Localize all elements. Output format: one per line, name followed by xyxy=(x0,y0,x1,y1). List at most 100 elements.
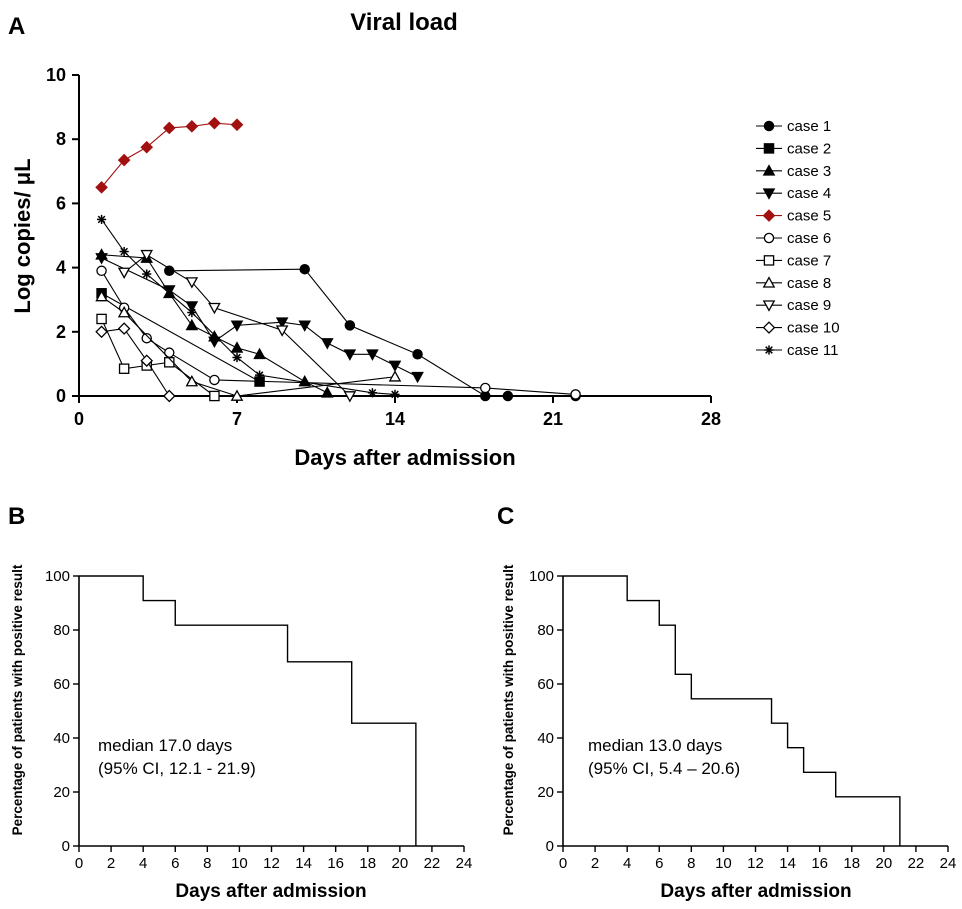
panel-b-x-tick-label: 12 xyxy=(263,855,280,872)
data-point xyxy=(343,391,357,403)
data-point xyxy=(185,318,199,331)
panel-c-curve xyxy=(563,575,901,846)
data-point xyxy=(320,338,334,350)
panel-a-x-tick-label: 28 xyxy=(701,409,721,429)
panel-a-y-tick-label: 10 xyxy=(46,65,66,85)
panel-b-y-tick-label: 60 xyxy=(53,676,70,693)
data-point xyxy=(298,320,312,332)
panel-a-y-tick-label: 4 xyxy=(56,258,66,278)
legend-marker xyxy=(763,120,775,132)
panel-c-x-tick-label: 14 xyxy=(779,855,796,872)
data-point xyxy=(187,307,197,318)
data-point xyxy=(208,336,221,348)
legend-label: case 10 xyxy=(787,320,840,337)
legend-entry: case 2 xyxy=(756,140,831,157)
data-point xyxy=(209,390,220,402)
panel-b-y-tick-label: 100 xyxy=(45,568,70,585)
panel-b-x-tick-label: 16 xyxy=(327,855,344,872)
series-line xyxy=(169,268,576,397)
legend-marker xyxy=(762,321,776,334)
data-point xyxy=(185,375,199,387)
panel-c-x-tick-label: 22 xyxy=(908,855,925,872)
panel-b-survival-curve xyxy=(79,575,417,846)
panel-a-series xyxy=(95,116,581,403)
panel-a-x-tick-label: 7 xyxy=(232,409,242,429)
data-point xyxy=(96,214,107,225)
series-line xyxy=(101,219,396,395)
legend-marker xyxy=(763,232,775,244)
data-point xyxy=(118,363,130,374)
panel-a-y-axis-title: Log copies/ μL xyxy=(10,158,35,313)
legend-label: case 8 xyxy=(787,275,831,292)
panel-c-x-tick-label: 8 xyxy=(687,855,695,872)
data-point xyxy=(209,374,220,386)
data-point xyxy=(299,263,310,275)
data-point xyxy=(230,341,244,353)
data-point xyxy=(390,389,400,399)
data-point xyxy=(95,289,108,302)
panel-c-y-tick-label: 60 xyxy=(537,676,554,693)
panel-c-x-axis-title: Days after admission xyxy=(660,881,851,902)
data-point xyxy=(141,332,152,344)
series-line xyxy=(123,254,351,397)
legend-entry: case 7 xyxy=(756,252,831,269)
series-case-10 xyxy=(95,322,176,403)
panel-c-y-tick-label: 0 xyxy=(546,838,554,855)
panel-a-y-tick-label: 6 xyxy=(56,193,66,213)
panel-a-legend: case 1 case 2 case 3 case 4 case 5 case 6 case… xyxy=(756,118,840,359)
panel-b-y-tick-label: 80 xyxy=(53,622,70,639)
panel-a-x-tick-label: 21 xyxy=(543,409,563,429)
panel-b-x-axis-title: Days after admission xyxy=(175,881,366,902)
panel-b-x-tick-label: 22 xyxy=(424,855,441,872)
panel-a-y-tick-label: 2 xyxy=(56,322,66,342)
panel-c-survival-curve xyxy=(563,575,901,846)
legend-label: case 6 xyxy=(787,230,831,247)
legend-marker xyxy=(762,164,776,176)
legend-entry: case 11 xyxy=(756,342,838,359)
series-case-9 xyxy=(117,249,357,403)
panel-b-y-axis-title: Percentage of patients with positive res… xyxy=(10,564,25,835)
data-point xyxy=(208,302,221,315)
legend-marker xyxy=(763,255,775,266)
legend-marker xyxy=(762,188,776,200)
panel-b-curve xyxy=(79,575,417,846)
data-point xyxy=(320,386,334,398)
legend-entry: case 9 xyxy=(756,297,831,314)
data-point xyxy=(140,249,154,262)
data-point xyxy=(230,320,244,332)
series-case-1 xyxy=(164,263,581,402)
legend-marker xyxy=(762,276,776,288)
legend-entry: case 10 xyxy=(756,320,840,337)
panel-b-x-tick-label: 0 xyxy=(75,855,83,872)
panel-c-ci-text: (95% CI, 5.4 – 20.6) xyxy=(588,759,740,778)
panel-b-x-tick-label: 20 xyxy=(391,855,408,872)
panel-b-x-tick-label: 6 xyxy=(171,855,179,872)
series-case-4 xyxy=(95,253,424,384)
data-point xyxy=(570,389,581,400)
series-case-8 xyxy=(95,289,402,401)
legend-label: case 2 xyxy=(787,140,831,157)
data-point xyxy=(208,116,221,130)
panel-a-x-axis-title: Days after admission xyxy=(294,445,515,470)
panel-letter-a: A xyxy=(8,13,25,40)
data-point xyxy=(164,357,175,368)
legend-marker xyxy=(763,143,775,154)
data-point xyxy=(185,120,199,133)
panel-c-y-tick-label: 20 xyxy=(537,784,554,801)
data-point xyxy=(298,375,312,387)
legend-entry: case 3 xyxy=(756,163,831,180)
legend-entry: case 1 xyxy=(756,118,831,135)
panel-letter-c: C xyxy=(497,503,514,530)
panel-c-y-tick-label: 40 xyxy=(537,730,554,747)
data-point xyxy=(412,349,423,360)
panel-b-y-tick-label: 20 xyxy=(53,784,70,801)
data-point xyxy=(162,121,176,135)
panel-c-x-tick-label: 18 xyxy=(843,855,860,872)
panel-b-median-text: median 17.0 days xyxy=(98,736,232,755)
data-point xyxy=(411,371,424,384)
panel-c-x-tick-label: 10 xyxy=(715,855,732,872)
panel-c-x-tick-label: 6 xyxy=(655,855,663,872)
